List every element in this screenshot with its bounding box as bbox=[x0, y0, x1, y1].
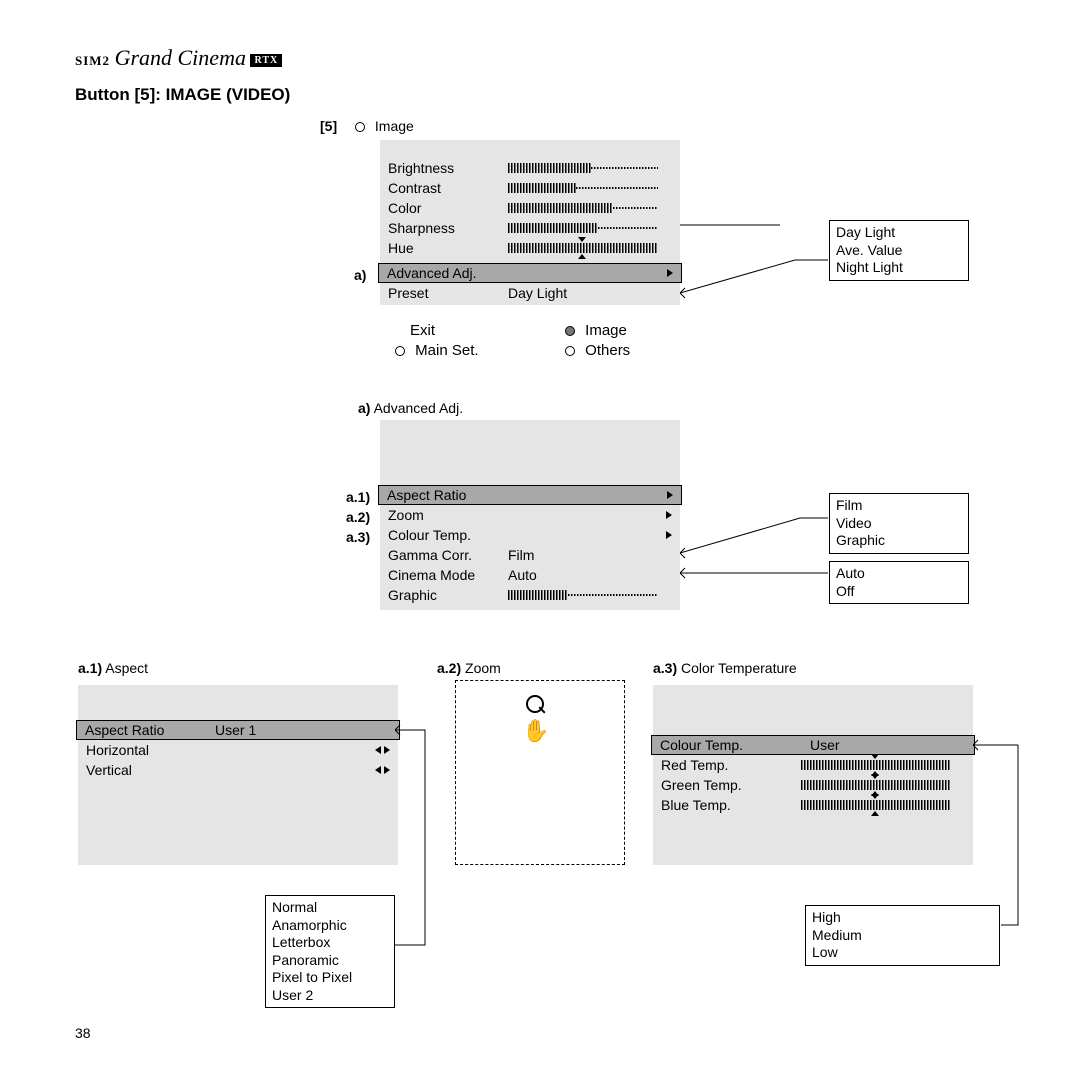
lr-arrows-icon bbox=[375, 766, 390, 774]
row-advanced-adj-selected[interactable]: Advanced Adj. bbox=[378, 263, 682, 283]
page-number: 38 bbox=[75, 1025, 91, 1041]
brand-logo: SIM2 Grand Cinema RTX bbox=[75, 45, 282, 71]
slider-track bbox=[508, 240, 672, 256]
slider-label: Color bbox=[388, 200, 508, 216]
slider-label: Green Temp. bbox=[661, 777, 801, 793]
anno-a2: a.2) bbox=[346, 509, 370, 525]
chevron-right-icon bbox=[667, 269, 673, 277]
row-preset[interactable]: Preset Day Light bbox=[380, 283, 680, 303]
callout-option: Pixel to Pixel bbox=[272, 969, 388, 987]
circle-icon bbox=[395, 346, 405, 356]
anno-a: a) bbox=[354, 267, 366, 283]
slider-row[interactable]: Brightness bbox=[380, 158, 680, 178]
callout-option: Auto bbox=[836, 565, 962, 583]
row-colour-temp[interactable]: Colour Temp. bbox=[380, 525, 680, 545]
slider-row[interactable]: Blue Temp. bbox=[653, 795, 973, 815]
callout-option: Day Light bbox=[836, 224, 962, 242]
section-a3-heading: a.3) Color Temperature bbox=[653, 660, 797, 676]
row-zoom[interactable]: Zoom bbox=[380, 505, 680, 525]
callout-option: Anamorphic bbox=[272, 917, 388, 935]
section-a1-heading: a.1) Aspect bbox=[78, 660, 148, 676]
chevron-right-icon bbox=[667, 491, 673, 499]
footer-mainset[interactable]: Main Set. bbox=[395, 342, 479, 359]
slider-row[interactable]: Green Temp. bbox=[653, 775, 973, 795]
row-a1-vertical[interactable]: Vertical bbox=[78, 760, 398, 780]
slider-label: Contrast bbox=[388, 180, 508, 196]
slider-row[interactable]: Red Temp. bbox=[653, 755, 973, 775]
panel-main-preset: Preset Day Light bbox=[380, 283, 680, 305]
row-advanced-adj-label: Advanced Adj. bbox=[387, 265, 667, 281]
row-aspect-ratio-selected[interactable]: Aspect Ratio bbox=[378, 485, 682, 505]
callout-option: Ave. Value bbox=[836, 242, 962, 260]
row-a3-colour-temp[interactable]: Colour Temp. User bbox=[651, 735, 975, 755]
panel-main-header-label: Image bbox=[375, 118, 414, 134]
logo-prefix: SIM2 bbox=[75, 53, 110, 68]
slider-track bbox=[508, 160, 672, 176]
slider-label: Blue Temp. bbox=[661, 797, 801, 813]
slider-track bbox=[508, 180, 672, 196]
footer-exit[interactable]: Exit bbox=[410, 322, 435, 339]
slider-row[interactable]: Hue bbox=[380, 238, 680, 258]
slider-track bbox=[508, 220, 672, 236]
slider-row[interactable]: Sharpness bbox=[380, 218, 680, 238]
chevron-right-icon bbox=[666, 511, 672, 519]
slider-label: Sharpness bbox=[388, 220, 508, 236]
slider-track bbox=[801, 797, 965, 813]
row-a1-aspect-ratio[interactable]: Aspect Ratio User 1 bbox=[76, 720, 400, 740]
callout-option: User 2 bbox=[272, 987, 388, 1005]
logo-script: Grand Cinema bbox=[115, 45, 246, 70]
slider-label: Brightness bbox=[388, 160, 508, 176]
advanced-heading: a) Advanced Adj. bbox=[358, 400, 463, 416]
callout-option: High bbox=[812, 909, 993, 927]
hand-icon: ✋ bbox=[522, 720, 549, 742]
circle-filled-icon bbox=[565, 326, 575, 336]
slider-track bbox=[801, 777, 965, 793]
callout-option: Film bbox=[836, 497, 962, 515]
callout-option: Panoramic bbox=[272, 952, 388, 970]
row-preset-label: Preset bbox=[388, 285, 508, 301]
callout-a1-options: NormalAnamorphicLetterboxPanoramicPixel … bbox=[265, 895, 395, 1008]
lr-arrows-icon bbox=[375, 746, 390, 754]
callout-option: Graphic bbox=[836, 532, 962, 550]
slider-track bbox=[801, 757, 965, 773]
graphic-slider bbox=[508, 587, 672, 603]
callout-option: Medium bbox=[812, 927, 993, 945]
circle-icon bbox=[355, 122, 365, 132]
logo-badge: RTX bbox=[250, 54, 282, 67]
circle-icon bbox=[565, 346, 575, 356]
a3-sliders: Red Temp. Green Temp. Blue Temp. bbox=[653, 755, 973, 815]
chevron-right-icon bbox=[666, 531, 672, 539]
section-a2-heading: a.2) Zoom bbox=[437, 660, 501, 676]
panel-main-header: Image bbox=[355, 118, 414, 134]
footer-others[interactable]: Others bbox=[565, 342, 630, 359]
callout-option: Night Light bbox=[836, 259, 962, 277]
anno-a3: a.3) bbox=[346, 529, 370, 545]
magnifier-icon bbox=[524, 693, 548, 720]
callout-gamma: FilmVideoGraphic bbox=[829, 493, 969, 554]
callout-option: Normal bbox=[272, 899, 388, 917]
callout-cinema: AutoOff bbox=[829, 561, 969, 604]
slider-row[interactable]: Color bbox=[380, 198, 680, 218]
slider-label: Red Temp. bbox=[661, 757, 801, 773]
page-title: Button [5]: IMAGE (VIDEO) bbox=[75, 85, 290, 105]
row-preset-value: Day Light bbox=[508, 285, 672, 301]
row-gamma[interactable]: Gamma Corr. Film bbox=[380, 545, 680, 565]
slider-label: Hue bbox=[388, 240, 508, 256]
anno-a1: a.1) bbox=[346, 489, 370, 505]
callout-option: Low bbox=[812, 944, 993, 962]
callout-option: Video bbox=[836, 515, 962, 533]
panel-main-tag: [5] bbox=[320, 118, 337, 134]
footer-image[interactable]: Image bbox=[565, 322, 627, 339]
callout-option: Off bbox=[836, 583, 962, 601]
slider-row[interactable]: Contrast bbox=[380, 178, 680, 198]
callout-a3-options: HighMediumLow bbox=[805, 905, 1000, 966]
slider-track bbox=[508, 200, 672, 216]
callout-option: Letterbox bbox=[272, 934, 388, 952]
row-cinema[interactable]: Cinema Mode Auto bbox=[380, 565, 680, 585]
row-graphic[interactable]: Graphic bbox=[380, 585, 680, 605]
callout-preset: Day LightAve. ValueNight Light bbox=[829, 220, 969, 281]
row-a1-horizontal[interactable]: Horizontal bbox=[78, 740, 398, 760]
